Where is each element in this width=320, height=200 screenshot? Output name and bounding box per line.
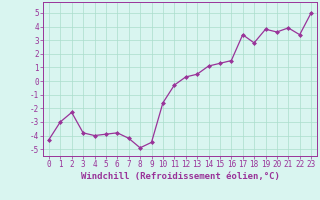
X-axis label: Windchill (Refroidissement éolien,°C): Windchill (Refroidissement éolien,°C)	[81, 172, 279, 181]
